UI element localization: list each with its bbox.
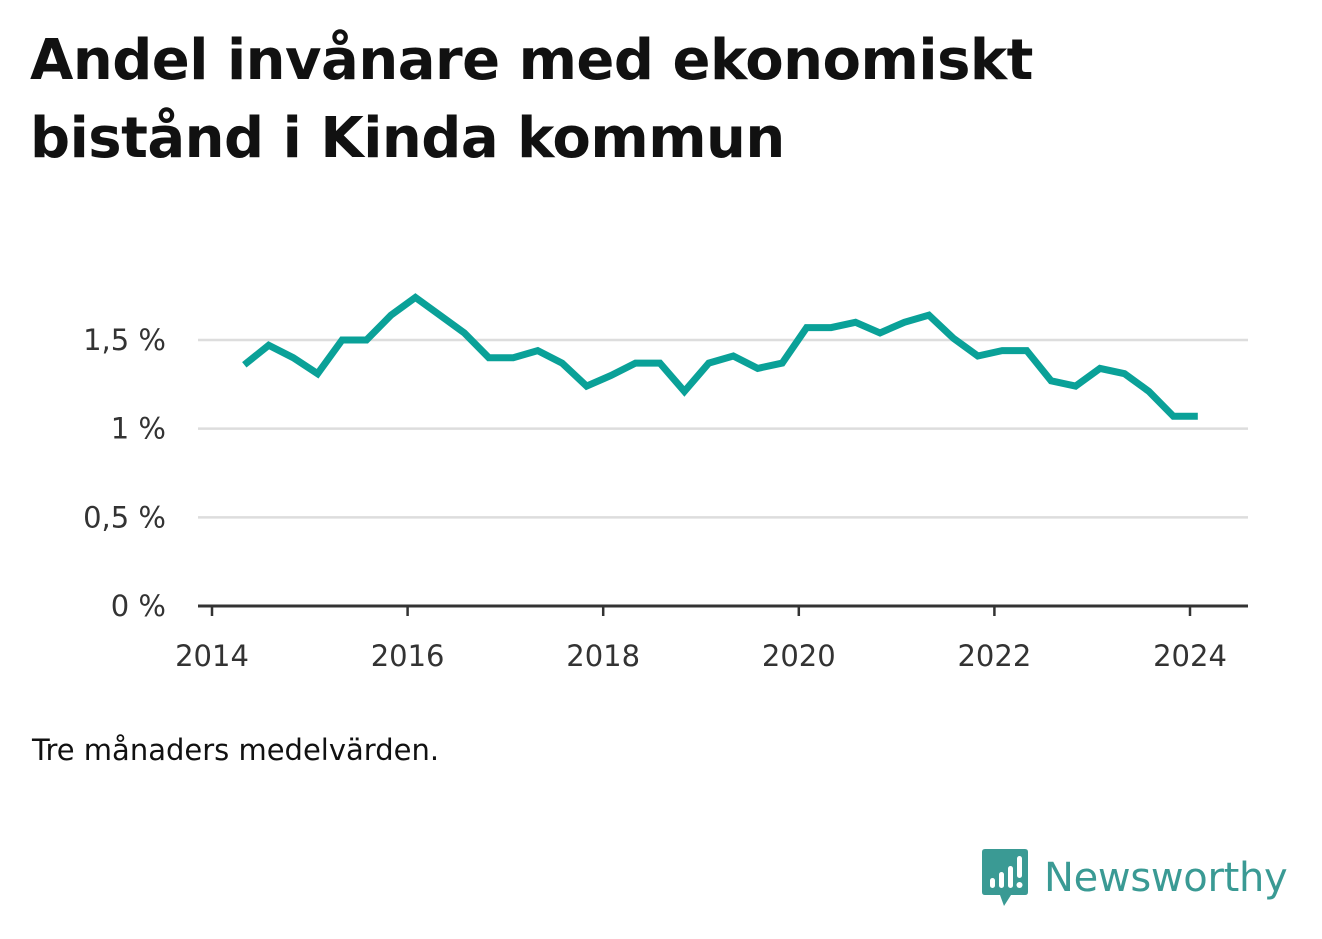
x-tick-label: 2020 — [762, 639, 836, 673]
brand-name: Newsworthy — [1044, 855, 1288, 901]
y-tick-label: 1 % — [111, 412, 166, 446]
y-tick-label: 1,5 % — [83, 323, 166, 357]
x-tick-label: 2016 — [371, 639, 445, 673]
newsworthy-logo-icon — [982, 849, 1028, 906]
x-tick-label: 2022 — [957, 639, 1031, 673]
chart-title: Andel invånare med ekonomiskt bistånd i … — [30, 28, 1033, 171]
series-line — [242, 293, 1198, 420]
line-chart: 0 % 0,5 % 1 % 1,5 % 2014 2016 2018 2020 2022 2024 — [83, 293, 1248, 673]
chart-note: Tre månaders medelvärden. — [32, 733, 440, 767]
x-tick-label: 2014 — [175, 639, 249, 673]
brand-logo: Newsworthy — [980, 848, 1288, 908]
x-tick-label: 2018 — [566, 639, 640, 673]
x-tick-label: 2024 — [1153, 639, 1227, 673]
y-tick-label: 0 % — [111, 589, 166, 623]
y-tick-label: 0,5 % — [83, 500, 166, 534]
